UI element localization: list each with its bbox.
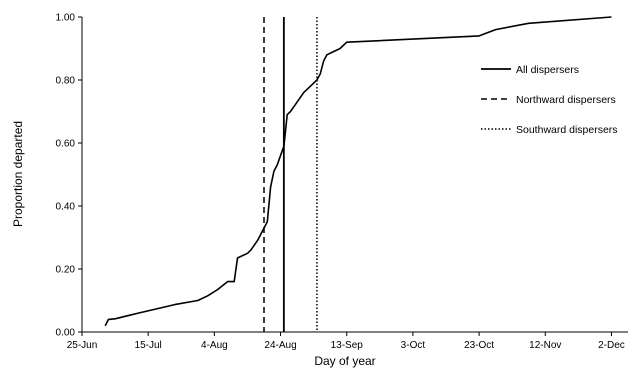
x-tick-label: 23-Oct [464, 340, 494, 351]
x-ticks: 25-Jun 15-Jul 4-Aug 24-Aug 13-Sep 3-Oct 23-Oct… [67, 332, 625, 351]
reference-lines [263, 17, 318, 332]
series-line-all-dispersers [104, 16, 612, 327]
plot-area: 0.00 0.20 0.40 0.60 0.80 1.00 25-Jun 15-Jul 4-A… [56, 13, 628, 351]
x-tick-label: 13-Sep [331, 340, 364, 351]
y-tick-label: 0.00 [56, 328, 76, 339]
x-tick-label: 25-Jun [67, 340, 98, 351]
x-axis-title: Day of year [314, 354, 375, 368]
y-tick-label: 0.20 [56, 265, 76, 276]
x-tick-label: 3-Oct [401, 340, 426, 351]
x-tick-label: 4-Aug [201, 340, 228, 351]
y-tick-label: 1.00 [56, 13, 76, 24]
y-axis-title: Proportion departed [11, 121, 25, 227]
x-tick-label: 15-Jul [135, 340, 162, 351]
x-tick-label: 2-Dec [598, 340, 625, 351]
legend-label: Northward dispersers [516, 94, 616, 106]
y-tick-label: 0.60 [56, 139, 76, 150]
legend-label: All dispersers [516, 64, 579, 76]
x-tick-label: 24-Aug [264, 340, 296, 351]
legend: All dispersers Northward dispersers Southw… [481, 64, 618, 136]
y-tick-label: 0.40 [56, 202, 76, 213]
legend-label: Southward dispersers [516, 124, 618, 136]
x-tick-label: 12-Nov [529, 340, 561, 351]
y-ticks: 0.00 0.20 0.40 0.60 0.80 1.00 [56, 13, 82, 339]
y-tick-label: 0.80 [56, 76, 76, 87]
